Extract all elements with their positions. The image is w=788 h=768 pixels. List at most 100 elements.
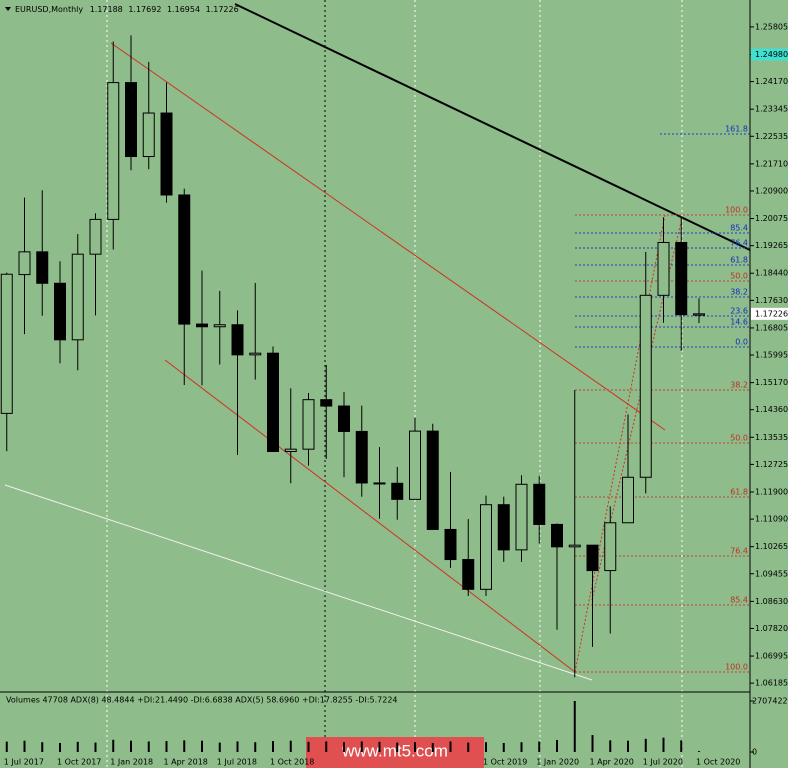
candle-body [480, 504, 492, 590]
candle-body [284, 448, 297, 453]
fib-label: 161.8 [725, 125, 748, 134]
current-price: 1.17226 [755, 309, 788, 318]
indicator-label: Volumes 47708 ADX(8) 48.4844 +DI:21.4490… [6, 696, 398, 705]
fib-label: 38.2 [730, 381, 748, 390]
candle-body [391, 482, 404, 500]
candle-body [675, 241, 688, 316]
y-tick-label: 1.11090 [755, 515, 788, 524]
x-tick-label: 1 Jan 2020 [536, 758, 579, 767]
fib-label: 76.4 [730, 547, 748, 556]
ohlc-high: 1.17692 [128, 5, 161, 14]
candle-body [89, 218, 102, 255]
candle-body [444, 528, 457, 561]
x-tick-label: 1 Oct 2020 [696, 758, 740, 767]
y-tick-label: 1.06995 [755, 652, 788, 661]
x-tick-label: 1 Apr 2020 [590, 758, 634, 767]
candle-body [320, 399, 333, 407]
candle-body [409, 430, 421, 500]
fib-label: 50.0 [730, 434, 748, 443]
y-tick-label: 1.07820 [755, 624, 788, 633]
candle-body [497, 504, 510, 551]
y-tick-label: 1.21710 [755, 159, 788, 168]
candle-body [338, 405, 350, 432]
candle-body [178, 194, 191, 325]
candle-body [462, 559, 475, 590]
channel-line [110, 42, 666, 431]
watermark-box [306, 737, 484, 768]
y-tick-label: 1.14360 [755, 405, 788, 414]
candle-body [515, 483, 528, 551]
plot: 161.8 100.0 85.4 76.4 61.8 50.0 38.2 23.6 14.6 0.… [0, 35, 750, 678]
candle-body [373, 482, 386, 485]
y-tick-label: 1.08630 [755, 597, 788, 606]
y-tick-label: 1.25805 [755, 22, 788, 31]
candle-body [107, 82, 120, 220]
candle-body [160, 112, 173, 196]
y-tick-label: 1.17630 [755, 296, 788, 305]
candle-body [249, 352, 262, 356]
candle-body [604, 522, 617, 572]
candle-body [231, 324, 244, 356]
fib-label: 14.6 [730, 318, 748, 327]
menu-icon [5, 7, 11, 11]
candle-body [0, 273, 13, 414]
candle-body [586, 544, 599, 572]
y-tick-label: 1.24170 [755, 77, 788, 86]
trend-line [4, 484, 593, 681]
fib-label: 85.4 [730, 596, 748, 605]
ohlc-low: 1.16954 [167, 5, 200, 14]
candle-body [54, 282, 66, 341]
x-tick-label: 1 Jul 2020 [643, 758, 683, 767]
candle-body [657, 241, 670, 296]
fib-label: 61.8 [730, 488, 748, 497]
candle-body [426, 430, 439, 530]
candle-body [267, 352, 279, 453]
ohlc-close: 1.17226 [206, 5, 239, 14]
fib-label: 38.2 [730, 288, 748, 297]
candle-body [196, 323, 208, 328]
y-tick-label: 1.15170 [755, 378, 788, 387]
candle-body [36, 251, 49, 284]
trend-line [234, 3, 751, 251]
y-tick-label: 1.10265 [755, 542, 788, 551]
x-tick-label: 1 Jul 2018 [217, 758, 257, 767]
candle-body [568, 544, 581, 548]
fib-label: 100.0 [725, 206, 748, 215]
ohlc-open: 1.17188 [90, 5, 123, 14]
candle-body [622, 476, 634, 524]
x-tick-label: 1 Jul 2017 [4, 758, 44, 767]
fib-label: 76.4 [730, 239, 748, 248]
fib-label: 61.8 [730, 256, 748, 265]
x-tick-label: 1 Oct 2019 [483, 758, 527, 767]
y-tick-label: 1.22535 [755, 132, 788, 141]
x-tick-label: 1 Oct 2017 [57, 758, 101, 767]
candle-body [213, 324, 226, 328]
y-tick-label: 1.24980 [755, 50, 788, 59]
title: EURUSD,Monthly [15, 5, 83, 14]
y-tick-label: 1.15995 [755, 351, 788, 360]
fib-label: 0.0 [735, 338, 748, 347]
y-tick-label: 1.12725 [755, 460, 788, 469]
price-box [751, 307, 788, 320]
watermark: www.mt5.com [341, 741, 448, 760]
candle-body [18, 251, 31, 276]
y-tick-label: 1.11900 [755, 487, 788, 496]
candle-body [551, 523, 563, 548]
y-tick-label: 1.06185 [755, 679, 788, 688]
candle-body [639, 294, 652, 478]
x-tick-label: 1 Jan 2018 [110, 758, 153, 767]
tick-highlight [751, 48, 788, 61]
candle-body [142, 112, 155, 158]
x-tick-label: 1 Oct 2018 [270, 758, 314, 767]
candle-body [533, 483, 546, 525]
fib-label: 23.6 [730, 307, 748, 316]
y-tick-label: 1.20075 [755, 214, 788, 223]
x-tick-label: 1 Apr 2018 [164, 758, 208, 767]
candle-body [71, 253, 84, 341]
y-tick-label: 1.16805 [755, 323, 788, 332]
candle-body [302, 399, 315, 450]
chart-title: EURUSD,Monthly 1.17188 1.17692 1.16954 1… [15, 5, 239, 14]
y-tick-label: 1.13535 [755, 433, 788, 442]
